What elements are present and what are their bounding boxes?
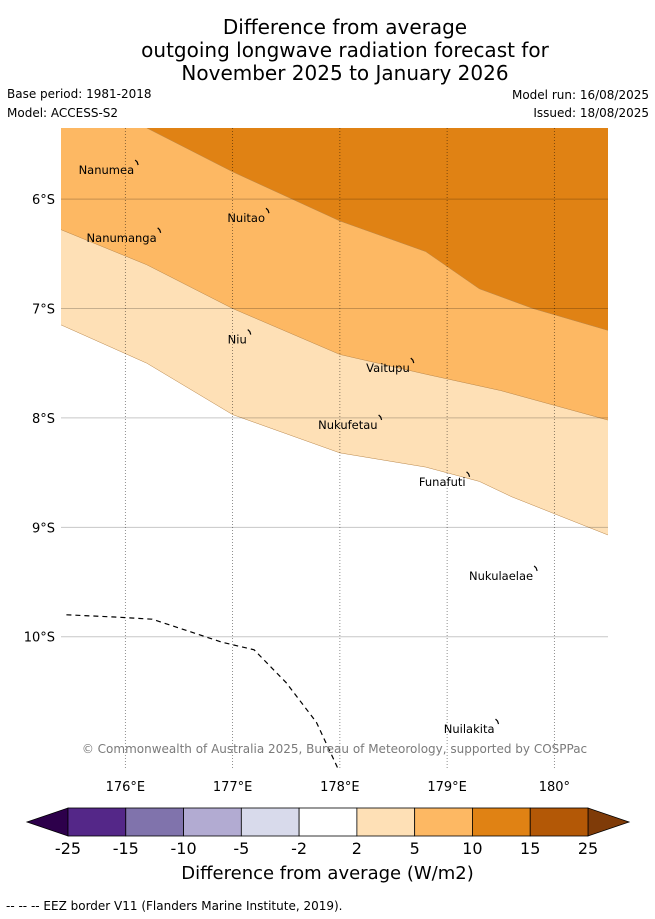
eez-footnote: -- -- -- EEZ border V11 (Flanders Marine… xyxy=(6,899,343,913)
island-label: Nukufetau xyxy=(318,418,377,432)
graticule: 6°S 7°S 8°S 9°S 10°S 176°E 177°E 178°E 179°E 180° xyxy=(24,128,608,795)
colorbar-tick-label: 2 xyxy=(352,839,362,858)
colorbar-tick-label: -2 xyxy=(291,839,307,858)
island-shape xyxy=(157,227,162,234)
colorbar-swatch xyxy=(472,807,531,837)
colorbar-swatch xyxy=(240,807,300,837)
island-shape xyxy=(247,329,252,335)
colorbar-tick-label: 10 xyxy=(462,839,482,858)
title-line-1: Difference from average xyxy=(222,15,468,39)
island-shape xyxy=(533,565,538,572)
island-label: Niu xyxy=(228,333,247,347)
colorbar-swatch xyxy=(67,807,127,837)
lat-tick-label: 8°S xyxy=(32,412,55,427)
colorbar-swatch xyxy=(356,807,416,837)
colorbar-extend-low xyxy=(25,807,69,837)
island-label: Nuilakita xyxy=(444,722,495,736)
colorbar-tick-label: 25 xyxy=(578,839,598,858)
lon-tick-label: 178°E xyxy=(320,780,360,795)
island-shape xyxy=(265,207,270,214)
island-shape xyxy=(410,357,415,364)
colorbar-swatch xyxy=(529,807,589,837)
colorbar-swatch xyxy=(125,807,184,837)
chart-title: Difference from average outgoing longwav… xyxy=(0,16,655,85)
island-label: Vaitupu xyxy=(366,361,410,375)
colorbar-title: Difference from average (W/m2) xyxy=(181,863,474,884)
lat-tick-label: 10°S xyxy=(24,631,55,646)
colorbar-extend-high xyxy=(587,807,631,837)
island-shape xyxy=(466,471,471,477)
issued-date: Issued: 18/08/2025 xyxy=(533,106,649,120)
title-line-3: November 2025 to January 2026 xyxy=(181,61,509,85)
colorbar-swatch xyxy=(414,807,473,837)
model-run: Model run: 16/08/2025 xyxy=(511,88,649,102)
contour-band xyxy=(146,128,608,331)
model-name: Model: ACCESS-S2 xyxy=(7,106,119,120)
lon-tick-label: 180° xyxy=(539,780,570,795)
colorbar-tick-label: -15 xyxy=(113,839,139,858)
colorbar-swatch xyxy=(183,807,242,837)
colorbar-swatch xyxy=(298,807,358,837)
island-label: Nukulaelae xyxy=(469,569,533,583)
lat-tick-label: 6°S xyxy=(32,193,55,208)
lon-tick-label: 176°E xyxy=(106,780,146,795)
island-shape xyxy=(495,718,500,725)
lon-tick-label: 179°E xyxy=(427,780,467,795)
base-period: Base period: 1981-2018 xyxy=(7,87,152,101)
colorbar-tick-label: 15 xyxy=(520,839,540,858)
island-shape xyxy=(134,159,139,166)
island-label: Nuitao xyxy=(227,211,265,225)
title-line-2: outgoing longwave radiation forecast for xyxy=(141,38,549,62)
colorbar-tick-label: -10 xyxy=(170,839,196,858)
island-label: Nanumea xyxy=(79,163,135,177)
eez-border-line xyxy=(66,614,339,768)
colorbar-tick-label: -5 xyxy=(233,839,249,858)
lon-tick-label: 177°E xyxy=(213,780,253,795)
island-label: Funafuti xyxy=(419,475,466,489)
lat-tick-label: 9°S xyxy=(32,521,55,536)
colorbar-tick-label: 5 xyxy=(410,839,420,858)
lat-tick-label: 7°S xyxy=(32,303,55,318)
colorbar-tick-label: -25 xyxy=(55,839,81,858)
copyright-notice: © Commonwealth of Australia 2025, Bureau… xyxy=(82,742,587,756)
island-label: Nanumanga xyxy=(87,231,157,245)
island-shape xyxy=(378,414,383,421)
contour-fills xyxy=(61,128,608,768)
